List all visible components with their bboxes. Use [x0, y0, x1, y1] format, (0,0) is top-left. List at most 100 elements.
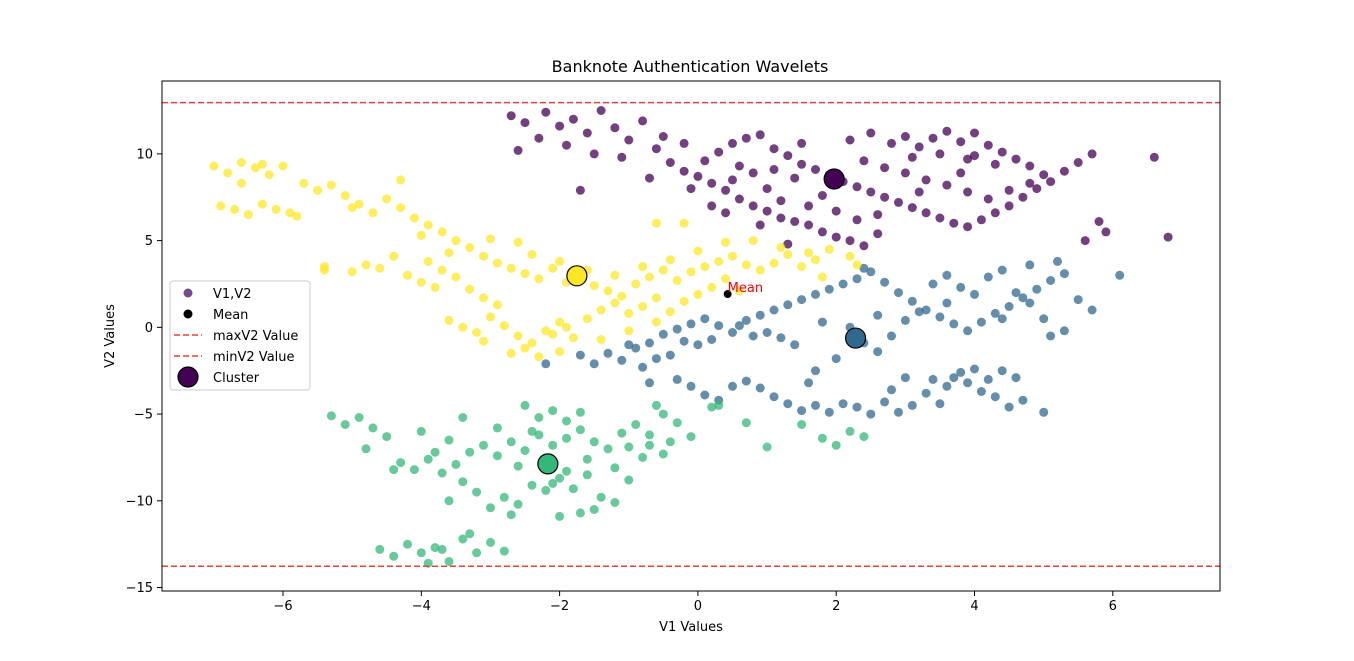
data-point	[513, 331, 523, 341]
data-point	[797, 295, 807, 305]
data-point	[437, 227, 447, 237]
data-point	[555, 473, 565, 483]
data-point	[520, 118, 530, 128]
data-point	[1115, 270, 1125, 280]
data-point	[320, 265, 329, 275]
legend: V1,V2 Mean maxV2 Value minV2 Value Cluster	[169, 280, 311, 391]
data-point	[596, 335, 606, 344]
data-point	[817, 317, 827, 327]
data-point	[665, 255, 675, 265]
data-point	[721, 237, 731, 247]
data-point	[956, 367, 966, 377]
data-point	[714, 400, 724, 410]
data-point	[686, 184, 696, 194]
data-point	[983, 140, 993, 150]
data-point	[631, 420, 641, 429]
data-point	[534, 274, 544, 284]
data-point	[403, 539, 412, 549]
data-point	[707, 201, 717, 211]
data-point	[679, 296, 689, 306]
data-point	[645, 378, 654, 388]
data-point	[658, 409, 668, 419]
data-point	[907, 296, 917, 306]
data-point	[610, 463, 620, 473]
data-point	[769, 305, 779, 315]
x-tick-label: −4	[412, 599, 431, 614]
data-point	[458, 534, 468, 544]
data-point	[963, 378, 973, 388]
data-point	[997, 265, 1007, 275]
data-point	[645, 272, 654, 282]
data-point	[638, 116, 648, 126]
data-point	[562, 416, 571, 426]
data-point	[880, 192, 890, 202]
data-point	[1025, 298, 1035, 308]
data-point	[506, 263, 516, 273]
data-point	[596, 305, 606, 315]
x-tick-label: −2	[550, 599, 569, 614]
data-point	[894, 407, 903, 417]
data-point	[1073, 158, 1083, 167]
data-point	[921, 388, 931, 398]
data-point	[423, 220, 433, 230]
data-point	[900, 373, 910, 383]
data-point	[983, 374, 993, 384]
data-point	[811, 165, 820, 174]
data-point	[831, 440, 841, 450]
data-point	[1053, 256, 1062, 266]
data-point	[686, 267, 696, 277]
data-point	[900, 315, 910, 325]
data-point	[707, 178, 717, 188]
data-point	[326, 180, 336, 190]
data-point	[686, 319, 696, 329]
data-point	[645, 430, 654, 440]
data-point	[624, 442, 634, 452]
data-point	[748, 236, 758, 246]
data-point	[983, 194, 993, 204]
data-point	[299, 178, 309, 188]
legend-marker	[183, 288, 193, 298]
data-point	[458, 413, 468, 422]
legend-box	[169, 280, 311, 391]
data-point	[389, 465, 399, 475]
data-point	[734, 321, 744, 331]
data-point	[658, 265, 668, 275]
mean-label: Mean	[728, 281, 763, 296]
data-point	[887, 138, 896, 148]
data-point	[617, 428, 627, 438]
data-point	[562, 466, 571, 476]
legend-label: maxV2 Value	[213, 329, 298, 344]
data-point	[513, 499, 523, 509]
data-point	[506, 111, 516, 121]
data-point	[679, 218, 689, 228]
data-point	[645, 440, 654, 450]
data-point	[990, 208, 1000, 218]
data-point	[707, 402, 717, 412]
data-point	[880, 163, 890, 173]
data-point	[1149, 152, 1159, 162]
data-point	[721, 274, 731, 284]
data-point	[527, 480, 537, 490]
data-point	[555, 511, 565, 521]
data-point	[492, 300, 502, 310]
data-point	[797, 406, 807, 416]
data-point	[451, 459, 461, 469]
data-point	[866, 267, 876, 277]
x-tick-label: 0	[694, 599, 702, 614]
data-point	[513, 145, 523, 155]
data-point	[582, 470, 592, 480]
data-point	[555, 347, 565, 357]
data-point	[804, 220, 814, 230]
data-point	[852, 260, 862, 270]
data-point	[797, 262, 807, 272]
data-point	[728, 328, 737, 337]
data-point	[589, 149, 599, 159]
data-point	[824, 407, 834, 417]
data-point	[672, 324, 682, 334]
data-point	[721, 185, 731, 195]
data-point	[672, 374, 682, 384]
data-point	[562, 140, 571, 150]
data-point	[444, 315, 454, 325]
data-point	[499, 321, 509, 331]
plot-area: Mean	[162, 101, 1220, 568]
